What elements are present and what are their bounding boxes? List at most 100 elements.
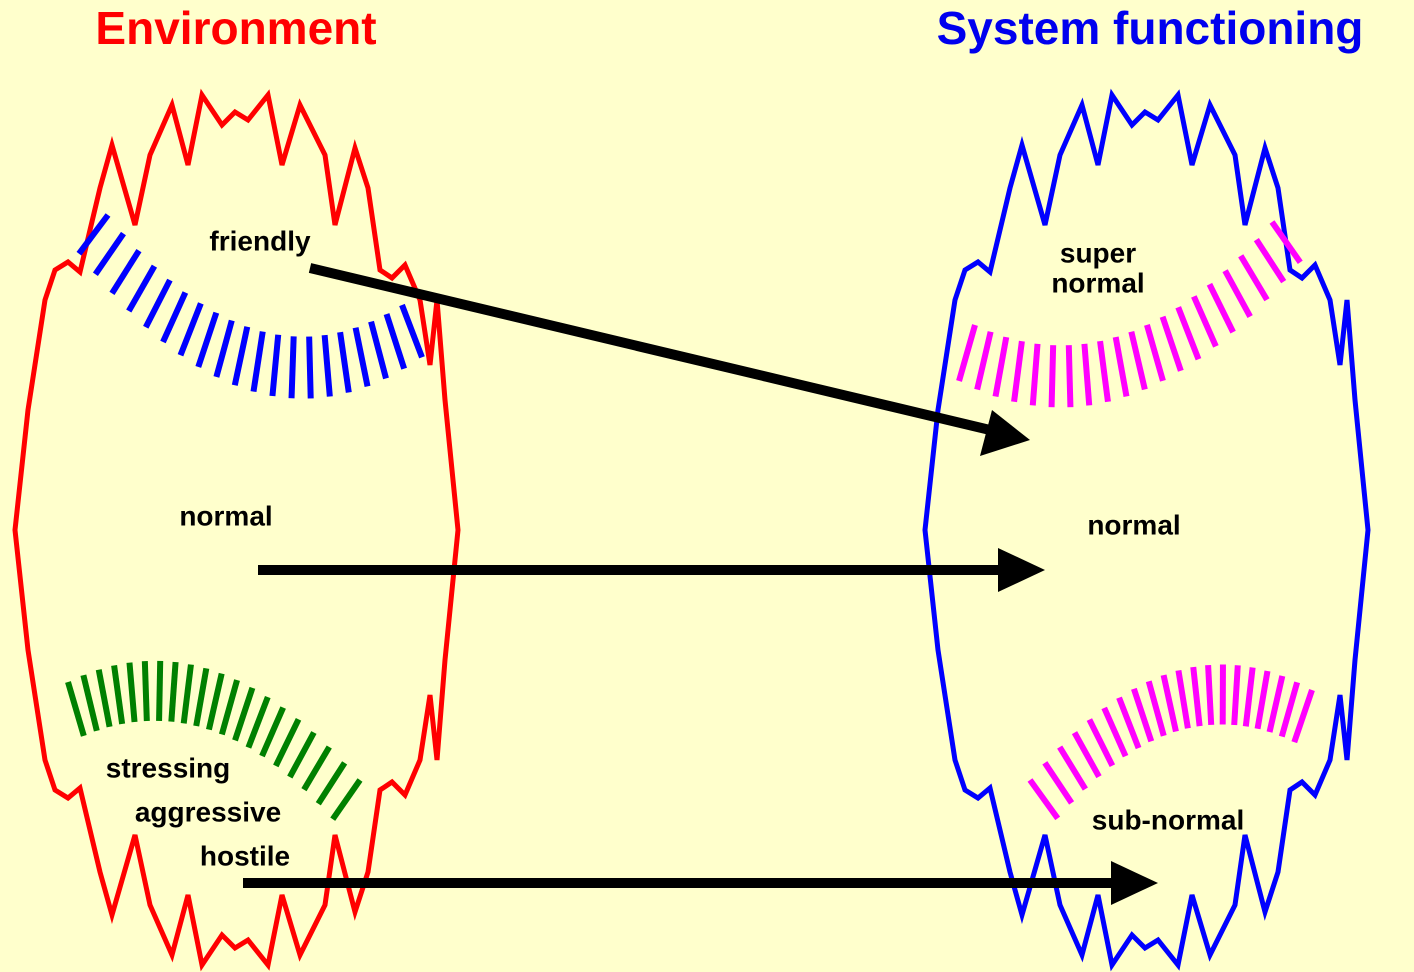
tick <box>399 303 425 359</box>
tick <box>1175 306 1202 361</box>
tick <box>1097 340 1111 403</box>
tick <box>269 334 282 397</box>
tick <box>288 336 297 399</box>
tick <box>1269 220 1303 265</box>
arrow-head <box>998 548 1045 592</box>
tick <box>1101 706 1129 758</box>
tick <box>1160 674 1179 733</box>
left-title: Environment <box>95 2 376 54</box>
tick <box>1253 237 1287 284</box>
arrow-head <box>1111 861 1158 905</box>
tick <box>126 662 138 723</box>
tick <box>1191 295 1219 348</box>
tick <box>168 661 179 722</box>
tick <box>205 672 225 731</box>
tick <box>1042 761 1075 805</box>
tick <box>143 278 173 329</box>
tick <box>65 681 87 737</box>
tick <box>956 324 978 382</box>
tick <box>1266 675 1286 733</box>
tick <box>1231 665 1241 726</box>
tick <box>273 718 302 768</box>
label: friendly <box>209 225 311 256</box>
label: super <box>1060 237 1136 268</box>
tick <box>1278 681 1301 738</box>
tick <box>1254 670 1271 730</box>
tick <box>1131 687 1155 743</box>
tick <box>306 336 314 399</box>
label: sub-normal <box>1092 804 1244 835</box>
tick <box>126 264 158 313</box>
label: normal <box>179 500 272 531</box>
tick <box>1242 667 1256 727</box>
tick <box>259 706 286 758</box>
tick <box>383 313 408 370</box>
tick <box>193 667 210 727</box>
tick <box>352 327 371 387</box>
tick <box>1057 745 1088 791</box>
arrows <box>243 263 1158 905</box>
tick <box>1065 345 1074 408</box>
tick <box>231 326 251 386</box>
tick <box>1116 696 1142 750</box>
tick <box>1071 731 1102 779</box>
tick <box>1128 330 1148 391</box>
arrow-head <box>980 410 1030 456</box>
tick <box>1081 343 1093 406</box>
tick <box>301 745 332 792</box>
tick <box>160 291 189 344</box>
tick <box>1205 664 1215 726</box>
tick <box>111 665 126 725</box>
tick <box>80 674 100 732</box>
tick <box>1291 689 1315 744</box>
tick <box>245 695 271 749</box>
tick <box>177 302 204 357</box>
tick <box>213 319 235 378</box>
tick <box>1029 343 1041 406</box>
tick <box>330 778 363 821</box>
tick <box>92 231 126 276</box>
tick <box>1238 254 1270 302</box>
tick <box>1145 680 1167 737</box>
outlines <box>12 88 1371 972</box>
tick <box>109 249 142 295</box>
label: normal <box>1051 267 1144 298</box>
tick <box>1144 324 1166 382</box>
tick <box>156 660 164 721</box>
tick <box>1011 340 1025 403</box>
tick <box>1175 669 1191 729</box>
tick <box>95 669 113 728</box>
tick <box>218 679 240 736</box>
label: stressing <box>106 752 231 783</box>
right-title: System functioning <box>937 2 1364 54</box>
tick <box>195 311 220 368</box>
tick <box>368 320 389 380</box>
tick <box>974 331 994 391</box>
arrow-shaft <box>308 263 992 435</box>
tick <box>1027 778 1061 821</box>
tick <box>141 660 150 722</box>
environment-outline <box>12 88 461 972</box>
tick <box>250 331 266 393</box>
tick <box>1086 718 1116 768</box>
tick <box>1112 336 1130 397</box>
label: hostile <box>200 840 290 871</box>
tick <box>180 664 194 724</box>
tick <box>337 331 352 393</box>
tick <box>1048 345 1057 408</box>
tick <box>992 336 1010 398</box>
system-outline <box>922 88 1371 972</box>
tick-arcs <box>65 213 1315 821</box>
tick <box>1222 269 1253 319</box>
tick <box>76 213 111 256</box>
label: aggressive <box>135 796 281 827</box>
tick <box>1159 315 1184 372</box>
tick <box>287 731 317 779</box>
tick <box>1206 282 1236 334</box>
label: normal <box>1087 509 1180 540</box>
tick <box>315 761 348 806</box>
tick <box>1190 666 1203 727</box>
